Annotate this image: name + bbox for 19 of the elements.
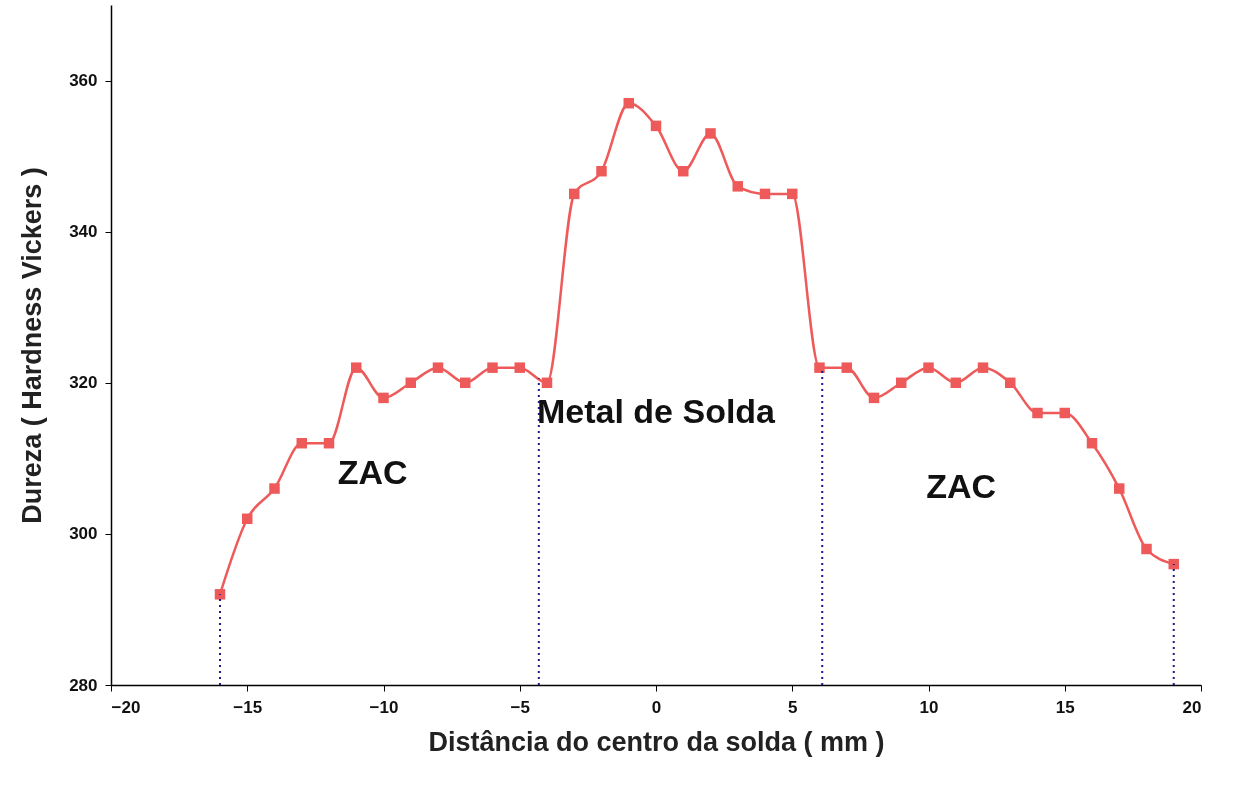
x-tick-label: 20 (1182, 697, 1202, 717)
annotation: Metal de Solda (536, 392, 777, 430)
y-tick-label: 340 (69, 222, 98, 242)
y-axis-title: Dureza ( Hardness Vickers ) (17, 167, 48, 524)
y-tick-label: 280 (69, 675, 98, 695)
x-tick-label: 10 (919, 697, 939, 717)
annotation: ZAC (337, 453, 408, 492)
x-axis-title: Distância do centro da solda ( mm ) (428, 726, 885, 757)
y-tick-label: 320 (69, 373, 98, 393)
x-tick-label: 15 (1055, 697, 1075, 717)
y-tick-label: 360 (69, 71, 98, 91)
x-tick-label: −10 (369, 697, 399, 717)
x-tick-label: 0 (651, 697, 662, 717)
annotation: ZAC (926, 466, 997, 505)
x-tick-label: −15 (233, 697, 263, 717)
x-tick-label: −5 (510, 697, 530, 717)
y-tick-label: 300 (69, 524, 98, 544)
x-tick-label: −20 (111, 697, 141, 717)
x-tick-label: 5 (788, 697, 798, 717)
